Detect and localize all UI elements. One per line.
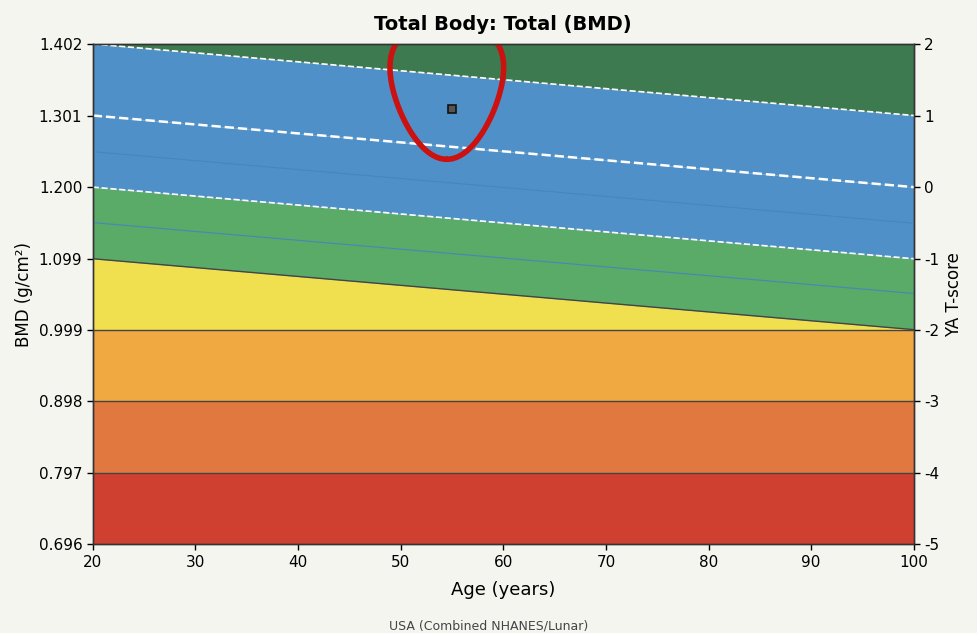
X-axis label: Age (years): Age (years) [450,581,555,599]
Y-axis label: BMD (g/cm²): BMD (g/cm²) [15,242,33,347]
Title: Total Body: Total (BMD): Total Body: Total (BMD) [374,15,631,34]
Y-axis label: YA T-score: YA T-score [944,252,962,337]
Text: USA (Combined NHANES/Lunar): USA (Combined NHANES/Lunar) [389,620,588,633]
